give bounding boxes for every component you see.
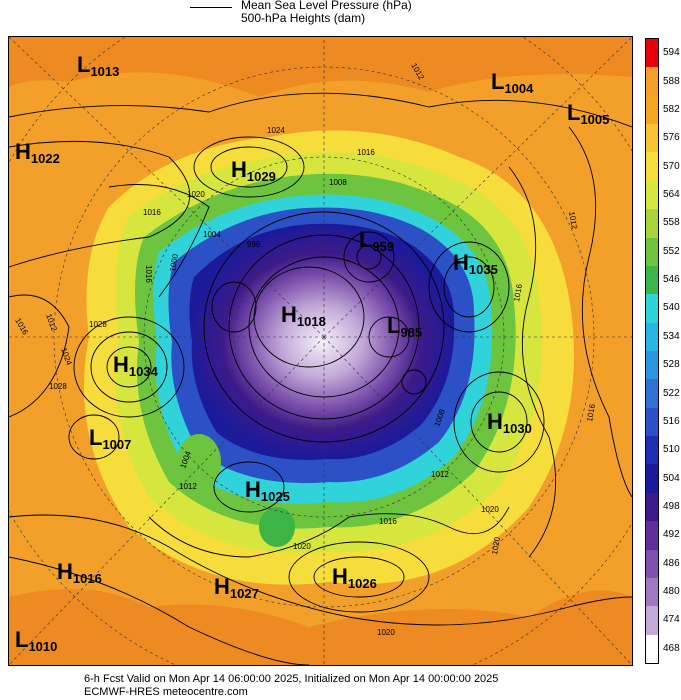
isobar-label: 1020 — [490, 536, 502, 556]
isobar-label: 1016 — [143, 208, 161, 217]
isobar-label: 1024 — [267, 126, 285, 135]
isobar-label: 1020 — [481, 505, 499, 514]
colorbar-cell — [646, 549, 658, 579]
low-center-1007: L1007 — [89, 425, 131, 452]
colorbar-level-label: 588 — [663, 75, 680, 87]
graticule — [9, 37, 632, 665]
colorbar-level-label: 540 — [663, 302, 680, 314]
colorbar-cell — [646, 577, 658, 607]
model-source: ECMWF-HRES meteocentre.com — [84, 686, 248, 698]
colorbar-level-label: 468 — [663, 642, 680, 654]
colorbar-cell — [646, 265, 658, 295]
colorbar-level-label: 594 — [663, 47, 680, 59]
isobar-label: 1020 — [187, 190, 205, 199]
colorbar-level-label: 576 — [663, 132, 680, 144]
high-center-1022: H1022 — [15, 139, 60, 166]
colorbar-level-label: 486 — [663, 557, 680, 569]
colorbar-cell — [646, 634, 658, 664]
low-center-1004: L1004 — [491, 69, 534, 96]
isobar-label: 1004 — [203, 230, 221, 239]
high-center-1025: H1025 — [245, 477, 290, 504]
high-center-1035: H1035 — [453, 250, 498, 277]
low-center-1005: L1005 — [567, 100, 609, 127]
colorbar-cell — [646, 464, 658, 494]
isobar-label: 996 — [247, 240, 261, 249]
colorbar-level-label: 474 — [663, 614, 680, 626]
isobar-label: 1020 — [377, 628, 395, 637]
low-center-985: L985 — [387, 313, 422, 340]
colorbar-level-label: 504 — [663, 472, 680, 484]
colorbar-level-label: 546 — [663, 274, 680, 286]
colorbar-level-label: 534 — [663, 330, 680, 342]
high-center-1034: H1034 — [113, 352, 159, 379]
high-center-1029: H1029 — [231, 157, 276, 184]
colorbar-level-label: 570 — [663, 160, 680, 172]
isobar-label: 1016 — [357, 148, 375, 157]
isobar-label: 1016 — [379, 517, 397, 526]
colorbar-cell — [646, 351, 658, 380]
colorbar-level-label: 558 — [663, 217, 680, 229]
colorbar-level-label: 510 — [663, 444, 680, 456]
colorbar-cell — [646, 521, 658, 551]
height-colorbar — [645, 38, 659, 664]
colorbar-cell — [646, 209, 658, 239]
colorbar-cell — [646, 322, 658, 352]
isobar-label: 1028 — [49, 382, 67, 391]
isobar-label: 1016 — [512, 283, 524, 303]
isobar-label: 1008 — [329, 178, 347, 187]
colorbar-cell — [646, 492, 658, 522]
colorbar-level-label: 516 — [663, 415, 680, 427]
height-546-patch — [259, 507, 295, 547]
colorbar-cell — [646, 152, 658, 182]
colorbar-level-label: 492 — [663, 529, 680, 541]
isobar-label-group: 1012 1024 1016 1020 1016 1004 996 1008 1… — [13, 62, 597, 638]
forecast-valid-time: 6-h Fcst Valid on Mon Apr 14 06:00:00 20… — [84, 673, 499, 685]
isobar-legend-line — [190, 7, 232, 8]
weather-map: 1012 1024 1016 1020 1016 1004 996 1008 1… — [8, 36, 633, 666]
colorbar-level-label: 564 — [663, 189, 680, 200]
high-center-1018: H1018 — [281, 302, 326, 329]
colorbar-level-label: 480 — [663, 586, 680, 598]
high-center-1030: H1030 — [487, 409, 532, 436]
isobars — [9, 92, 632, 665]
isobar-label: 1012 — [179, 482, 197, 491]
isobar-label: 1016 — [144, 265, 153, 283]
colorbar-cell — [646, 67, 658, 97]
height-558-patch — [177, 434, 221, 490]
colorbar-cell — [646, 39, 658, 68]
colorbar-level-label: 498 — [663, 501, 680, 512]
map-canvas: 1012 1024 1016 1020 1016 1004 996 1008 1… — [9, 37, 632, 665]
isobar-label: 1012 — [567, 211, 579, 231]
colorbar-level-label: 582 — [663, 103, 680, 115]
isobar-label: 1020 — [293, 542, 311, 551]
colorbar-cell — [646, 407, 658, 437]
colorbar-cell — [646, 606, 658, 636]
low-center-959: L959 — [359, 227, 394, 254]
pressure-centers: L1013 L1004 L1005 H1022 H1029 L959 H1035… — [15, 52, 609, 654]
height-492-core — [189, 223, 455, 460]
map-header: Mean Sea Level Pressure (hPa) 500-hPa He… — [0, 0, 681, 36]
colorbar-level-label: 528 — [663, 359, 680, 371]
high-center-1016: H1016 — [57, 559, 102, 586]
colorbar-cell — [646, 436, 658, 465]
isobar-label: 1000 — [168, 253, 180, 273]
colorbar-level-label: 552 — [663, 245, 680, 257]
colorbar-cell — [646, 124, 658, 153]
colorbar-level-label: 522 — [663, 387, 680, 399]
height-588-band — [9, 589, 632, 665]
isobar-label: 1012 — [431, 470, 449, 479]
colorbar-cell — [646, 379, 658, 409]
legend-heights-label: 500-hPa Heights (dam) — [241, 11, 366, 25]
colorbar-cell — [646, 180, 658, 210]
colorbar-cell — [646, 294, 658, 324]
legend-mslp-label: Mean Sea Level Pressure (hPa) — [241, 0, 412, 12]
high-center-1026: H1026 — [332, 564, 377, 591]
high-center-1027: H1027 — [214, 574, 259, 601]
low-center-1010: L1010 — [15, 627, 57, 654]
colorbar-cell — [646, 237, 658, 267]
colorbar-cell — [646, 95, 658, 125]
low-center-1013: L1013 — [77, 52, 119, 79]
isobar-label: 1016 — [585, 403, 597, 423]
isobar-label: 1028 — [89, 320, 107, 329]
